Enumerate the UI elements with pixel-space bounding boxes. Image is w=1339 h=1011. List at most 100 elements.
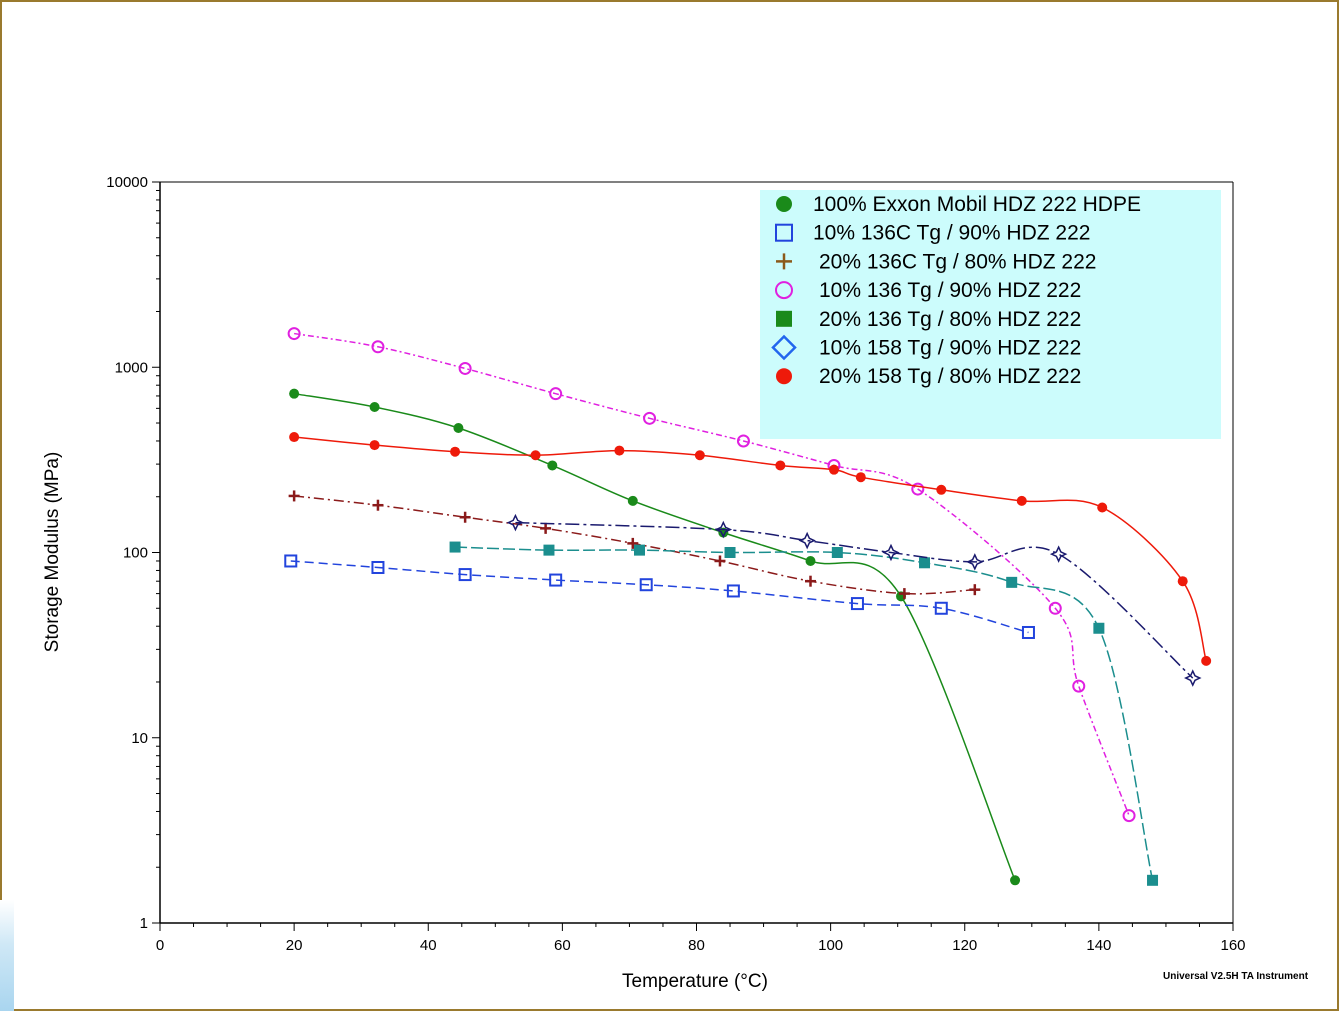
legend-item: 100% Exxon Mobil HDZ 222 HDPE: [776, 193, 1141, 216]
data-point-marker: [798, 531, 816, 550]
data-point-marker: [543, 544, 555, 556]
x-tick-label: 160: [1220, 937, 1245, 954]
series-1: [289, 388, 1021, 886]
data-point-marker: [459, 511, 471, 523]
data-point-marker: [726, 584, 740, 598]
series-line: [294, 436, 1207, 662]
data-point-marker: [936, 484, 947, 495]
data-point-marker: [1048, 601, 1062, 615]
legend-label: 10% 158 Tg / 90% HDZ 222: [819, 337, 1081, 360]
series-2: [284, 554, 1035, 639]
x-tick-label: 140: [1086, 937, 1111, 954]
series-line: [290, 560, 1029, 634]
decorative-accent: [0, 900, 14, 1011]
legend-label: 10% 136 Tg / 90% HDZ 222: [819, 279, 1081, 302]
data-point-marker: [506, 513, 525, 532]
data-point-marker: [627, 495, 638, 506]
data-point-marker: [850, 597, 864, 611]
data-point-marker: [1093, 622, 1105, 634]
data-point-marker: [724, 547, 736, 558]
legend-label: 20% 136C Tg / 80% HDZ 222: [819, 250, 1096, 273]
data-point-marker: [969, 584, 981, 596]
data-point-marker: [287, 327, 301, 341]
data-point-marker: [911, 482, 925, 496]
data-point-marker: [369, 402, 380, 413]
data-point-marker: [775, 281, 793, 300]
data-point-marker: [530, 450, 541, 461]
x-axis-ticks: 0 20 40 60 80 100 120 140 160: [156, 923, 1246, 954]
data-point-marker: [775, 223, 793, 242]
data-point-marker: [450, 446, 461, 457]
data-point-marker: [614, 445, 625, 456]
x-tick-label: 80: [688, 937, 705, 954]
data-point-marker: [633, 544, 645, 556]
data-point-marker: [549, 573, 563, 587]
data-point-marker: [1097, 502, 1108, 513]
data-point-marker: [1016, 495, 1027, 506]
data-point-marker: [771, 334, 797, 361]
series-5: [449, 541, 1159, 886]
legend-item: 20% 158 Tg / 80% HDZ 222: [776, 365, 1081, 388]
data-point-marker: [805, 555, 816, 566]
data-point-marker: [1049, 545, 1068, 563]
data-point-marker: [776, 368, 792, 385]
data-point-marker: [714, 555, 726, 567]
data-point-marker: [627, 537, 639, 549]
data-point-marker: [449, 541, 461, 553]
y-tick-label: 1000: [115, 359, 148, 376]
y-axis-title: Storage Modulus (MPa): [42, 452, 63, 653]
data-point-marker: [1183, 669, 1202, 687]
series-6: [506, 513, 1202, 687]
series-line: [515, 521, 1194, 679]
data-point-marker: [882, 543, 900, 562]
data-point-marker: [831, 547, 843, 558]
x-axis-title: Temperature (°C): [622, 971, 768, 992]
legend-item: 10% 136C Tg / 90% HDZ 222: [775, 222, 1090, 245]
data-point-marker: [775, 460, 786, 471]
data-point-marker: [919, 557, 931, 569]
x-tick-label: 20: [286, 937, 303, 954]
y-tick-label: 1: [140, 915, 148, 932]
data-point-marker: [547, 460, 558, 471]
x-tick-label: 60: [554, 937, 571, 954]
data-point-marker: [284, 554, 298, 568]
legend-background: [760, 190, 1221, 439]
instrument-footer: Universal V2.5H TA Instrument: [1163, 971, 1309, 982]
y-tick-label: 10000: [106, 174, 148, 191]
data-point-marker: [371, 340, 385, 354]
data-point-marker: [289, 388, 300, 399]
x-tick-label: 100: [818, 937, 843, 954]
data-point-marker: [805, 575, 817, 587]
x-tick-label: 40: [420, 937, 437, 954]
legend: 100% Exxon Mobil HDZ 222 HDPE 10% 136C Tg…: [760, 190, 1221, 439]
data-point-marker: [694, 450, 705, 461]
data-point-marker: [1177, 576, 1188, 587]
data-point-marker: [1006, 576, 1018, 588]
y-tick-label: 10: [131, 730, 148, 747]
data-point-marker: [898, 588, 910, 600]
data-point-marker: [776, 196, 792, 212]
series-line: [455, 546, 1154, 881]
data-point-marker: [639, 578, 653, 592]
series-3: [288, 490, 981, 600]
data-point-marker: [549, 387, 563, 401]
data-point-marker: [1147, 874, 1159, 886]
data-point-marker: [458, 361, 472, 375]
data-point-marker: [458, 568, 472, 582]
data-point-marker: [288, 490, 300, 502]
data-point-marker: [934, 601, 948, 615]
series-layer: [284, 327, 1212, 886]
legend-label: 20% 136 Tg / 80% HDZ 222: [819, 308, 1081, 331]
series-line: [294, 332, 1130, 816]
data-point-marker: [289, 432, 300, 443]
data-point-marker: [372, 499, 384, 511]
legend-label: 100% Exxon Mobil HDZ 222 HDPE: [813, 193, 1141, 216]
y-axis-ticks: 1 10 100 1000 10000: [106, 174, 160, 932]
series-7: [289, 432, 1212, 666]
data-point-marker: [714, 520, 733, 539]
legend-item: 10% 136 Tg / 90% HDZ 222: [775, 279, 1081, 302]
data-point-marker: [540, 522, 552, 534]
legend-label: 20% 158 Tg / 80% HDZ 222: [819, 365, 1081, 388]
